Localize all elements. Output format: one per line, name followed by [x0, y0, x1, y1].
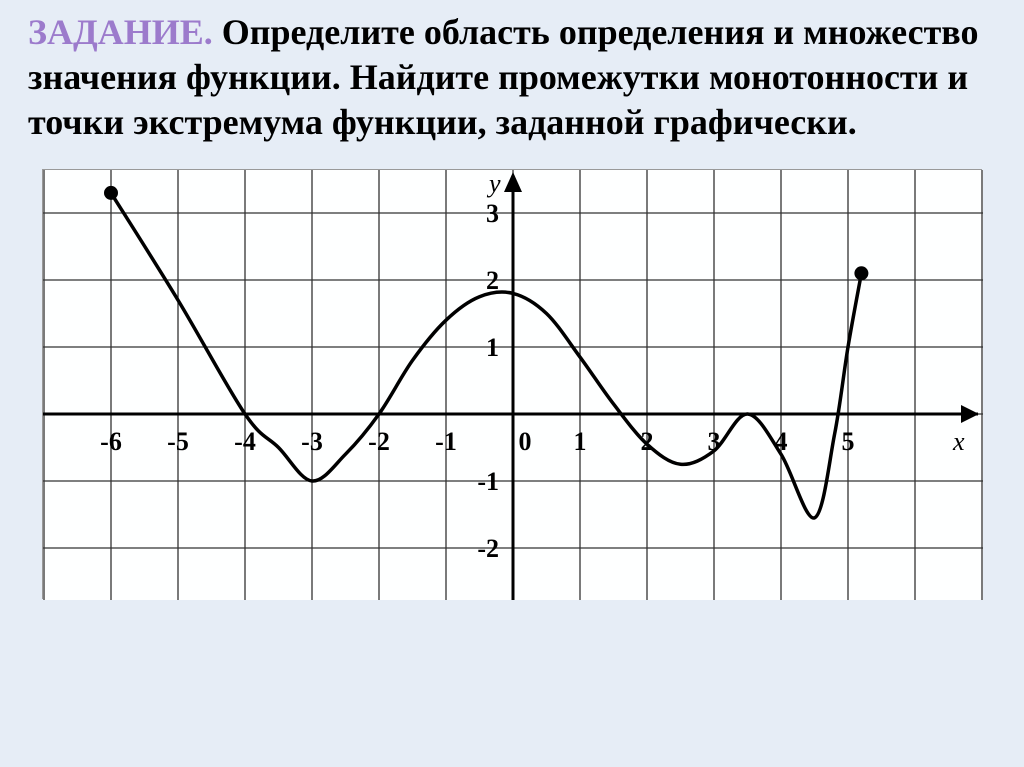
function-graph: yx-6-5-4-3-2-1012345-2-1123: [42, 169, 982, 599]
svg-text:1: 1: [574, 427, 587, 456]
task-text: ЗАДАНИЕ. Определите область определения …: [28, 10, 996, 145]
svg-text:-6: -6: [100, 427, 122, 456]
svg-text:1: 1: [486, 333, 499, 362]
svg-text:y: y: [486, 170, 501, 198]
svg-text:x: x: [952, 427, 965, 456]
chart-svg: yx-6-5-4-3-2-1012345-2-1123: [43, 170, 983, 600]
svg-text:-3: -3: [301, 427, 323, 456]
svg-text:-2: -2: [477, 534, 499, 563]
svg-text:-2: -2: [368, 427, 390, 456]
svg-text:-5: -5: [167, 427, 189, 456]
svg-text:-1: -1: [435, 427, 457, 456]
svg-text:5: 5: [842, 427, 855, 456]
svg-text:3: 3: [486, 199, 499, 228]
svg-text:0: 0: [519, 427, 532, 456]
svg-text:-4: -4: [234, 427, 256, 456]
svg-text:-1: -1: [477, 467, 499, 496]
task-label: ЗАДАНИЕ.: [28, 12, 213, 52]
